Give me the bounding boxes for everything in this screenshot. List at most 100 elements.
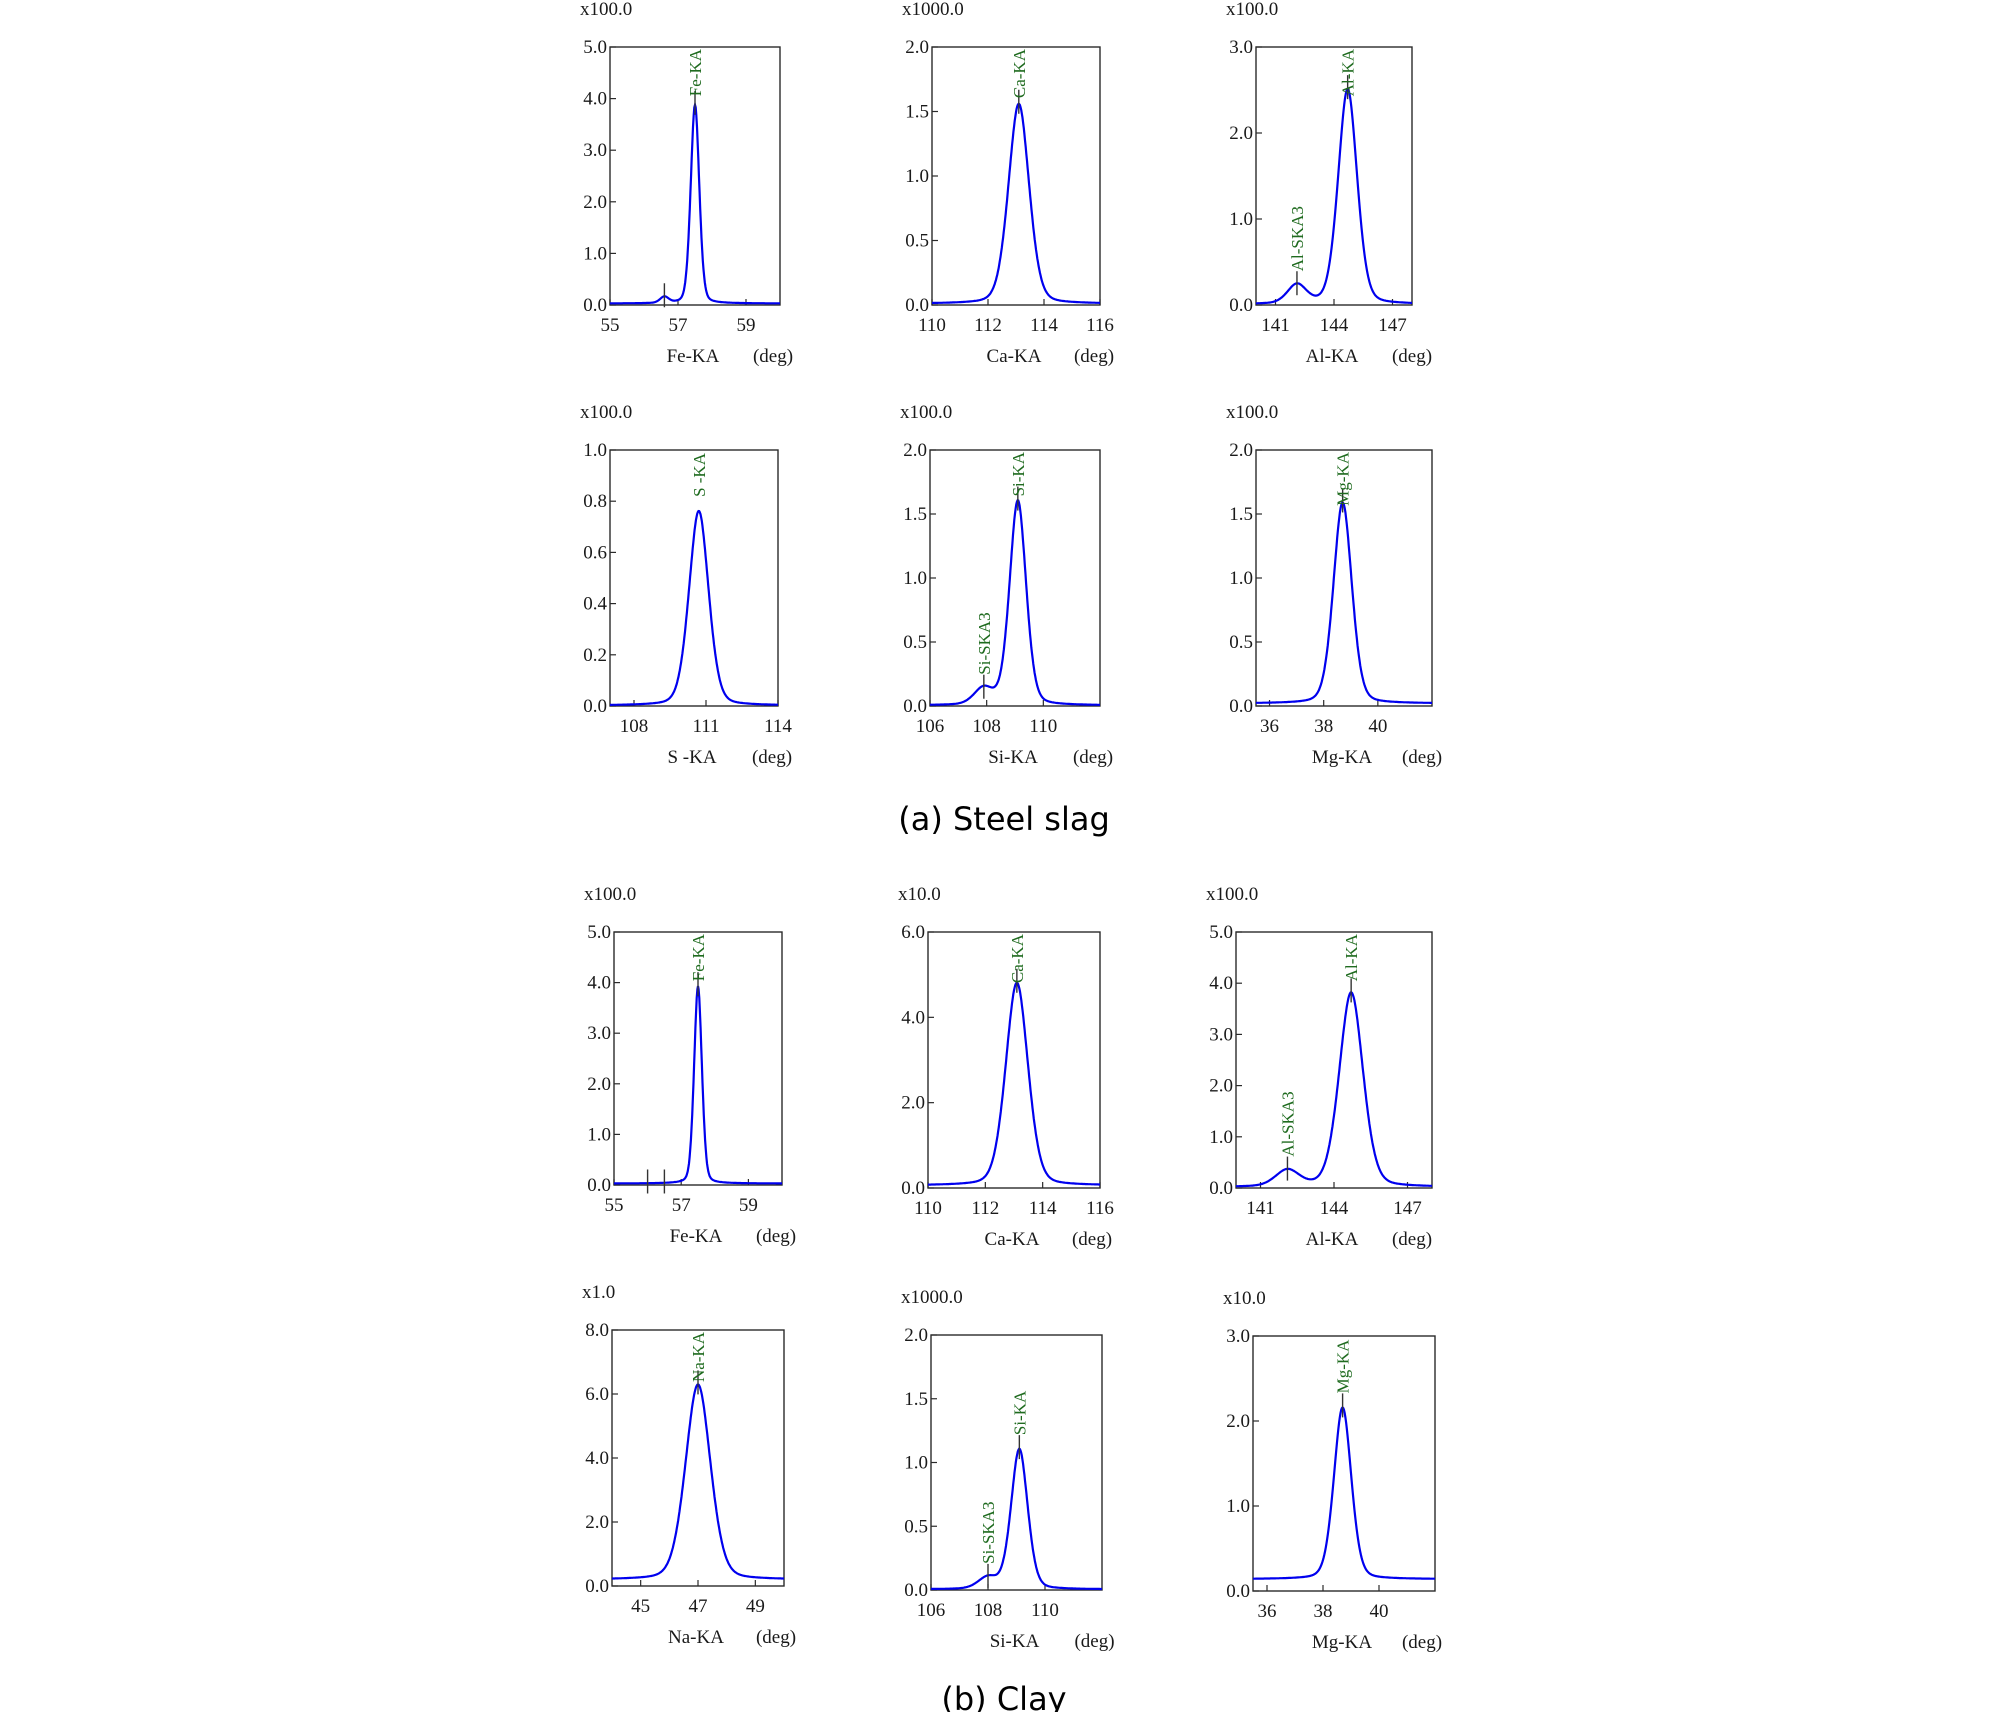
x-axis-label: Fe-KA bbox=[670, 1226, 723, 1247]
x-tick-label: 112 bbox=[974, 315, 1002, 336]
x-tick-label: 106 bbox=[917, 1600, 946, 1621]
peak-label: Mg-KA bbox=[1334, 1339, 1353, 1394]
x-tick-label: 57 bbox=[672, 1195, 691, 1216]
chart-panel-a-mg-ka: x100.0 0.0 0.5 1.0 1.5 2.0 36 38 40 Mg-KA (deg) Mg-… bbox=[1226, 402, 1442, 768]
y-tick-label: 2.0 bbox=[903, 440, 927, 461]
y-scale-label: x1.0 bbox=[582, 1282, 615, 1303]
peak-label: Fe-KA bbox=[686, 48, 705, 96]
x-tick-label: 110 bbox=[1029, 716, 1057, 737]
x-tick-label: 106 bbox=[916, 716, 945, 737]
y-tick-label: 1.0 bbox=[583, 243, 607, 264]
x-tick-label: 55 bbox=[601, 315, 620, 336]
y-tick-label: 1.0 bbox=[1229, 209, 1253, 230]
x-tick-label: 36 bbox=[1258, 1601, 1277, 1622]
y-tick-label: 1.0 bbox=[903, 568, 927, 589]
plot-frame bbox=[613, 931, 783, 1186]
x-axis-label: Al-KA bbox=[1306, 346, 1359, 367]
x-tick-label: 108 bbox=[620, 716, 649, 737]
spectrum-line bbox=[930, 498, 1100, 706]
y-tick-label: 0.0 bbox=[585, 1576, 609, 1597]
x-tick-label: 141 bbox=[1246, 1198, 1275, 1219]
x-tick-label: 59 bbox=[739, 1195, 758, 1216]
y-tick-label: 0.0 bbox=[583, 696, 607, 717]
x-axis-label: Na-KA bbox=[668, 1627, 724, 1648]
y-tick-label: 4.0 bbox=[1209, 973, 1233, 994]
y-tick-label: 0.5 bbox=[1229, 632, 1253, 653]
x-tick-label: 111 bbox=[692, 716, 719, 737]
x-axis-label: Fe-KA bbox=[667, 346, 720, 367]
y-tick-label: 3.0 bbox=[1229, 37, 1253, 58]
peak-label: Mg-KA bbox=[1334, 451, 1353, 506]
spectrum-line bbox=[928, 981, 1100, 1186]
y-tick-label: 6.0 bbox=[585, 1384, 609, 1405]
y-tick-label: 2.0 bbox=[1229, 440, 1253, 461]
x-tick-label: 114 bbox=[1030, 315, 1058, 336]
x-axis-label: Mg-KA bbox=[1312, 747, 1372, 768]
x-tick-label: 144 bbox=[1320, 315, 1349, 336]
x-axis-unit: (deg) bbox=[1392, 346, 1432, 367]
chart-panel-a-fe-ka: x100.0 0.0 1.0 2.0 3.0 4.0 5.0 55 57 59 Fe-KA (deg)… bbox=[580, 0, 793, 367]
peak-label: Si-SKA3 bbox=[979, 1502, 998, 1564]
peak-label: Fe-KA bbox=[689, 933, 708, 981]
x-tick-label: 40 bbox=[1368, 716, 1387, 737]
x-axis-label: Si-KA bbox=[990, 1631, 1040, 1652]
y-scale-label: x100.0 bbox=[584, 884, 636, 905]
plot-frame bbox=[609, 46, 781, 306]
chart-panel-a-ca-ka: x1000.0 0.0 0.5 1.0 1.5 2.0 110 112 114 116 Ca-KA (… bbox=[902, 0, 1114, 367]
peak-label: Al-SKA3 bbox=[1288, 206, 1307, 271]
y-tick-label: 2.0 bbox=[901, 1093, 925, 1114]
y-scale-label: x100.0 bbox=[580, 0, 632, 20]
caption-clay: (b) Clay bbox=[941, 1680, 1066, 1712]
y-scale-label: x100.0 bbox=[1206, 884, 1258, 905]
x-tick-label: 110 bbox=[1031, 1600, 1059, 1621]
y-scale-label: x100.0 bbox=[1226, 402, 1278, 423]
x-axis-unit: (deg) bbox=[1074, 346, 1114, 367]
x-tick-label: 110 bbox=[914, 1198, 942, 1219]
x-tick-label: 59 bbox=[737, 315, 756, 336]
x-axis-unit: (deg) bbox=[1074, 1631, 1114, 1652]
x-tick-label: 36 bbox=[1260, 716, 1279, 737]
x-tick-label: 116 bbox=[1086, 1198, 1114, 1219]
chart-panel-a-si-ka: x100.0 0.0 0.5 1.0 1.5 2.0 106 108 110 Si-KA (deg)… bbox=[900, 402, 1113, 768]
y-tick-label: 1.0 bbox=[1226, 1496, 1250, 1517]
y-scale-label: x10.0 bbox=[898, 884, 941, 905]
x-tick-label: 108 bbox=[974, 1600, 1003, 1621]
y-tick-label: 1.0 bbox=[583, 440, 607, 461]
x-tick-label: 114 bbox=[1029, 1198, 1057, 1219]
x-axis-unit: (deg) bbox=[1402, 747, 1442, 768]
x-tick-label: 38 bbox=[1314, 716, 1333, 737]
x-tick-label: 116 bbox=[1086, 315, 1114, 336]
y-tick-label: 1.5 bbox=[904, 1389, 928, 1410]
y-tick-label: 0.0 bbox=[1226, 1581, 1250, 1602]
y-tick-label: 0.0 bbox=[1229, 295, 1253, 316]
y-tick-label: 0.8 bbox=[583, 491, 607, 512]
y-tick-label: 0.0 bbox=[903, 696, 927, 717]
y-tick-label: 1.0 bbox=[904, 1453, 928, 1474]
x-axis-label: S -KA bbox=[667, 747, 716, 768]
y-tick-label: 2.0 bbox=[1229, 123, 1253, 144]
peak-label: Si-KA bbox=[1009, 451, 1028, 496]
x-axis-label: Al-KA bbox=[1306, 1229, 1359, 1250]
peak-label: Al-KA bbox=[1342, 933, 1361, 981]
x-tick-label: 45 bbox=[631, 1596, 650, 1617]
spectrum-line bbox=[1253, 1405, 1435, 1580]
y-tick-label: 0.5 bbox=[904, 1516, 928, 1537]
y-tick-label: 0.0 bbox=[587, 1175, 611, 1196]
x-axis-label: Mg-KA bbox=[1312, 1632, 1372, 1653]
peak-label: Si-KA bbox=[1010, 1390, 1029, 1435]
x-axis-label: Si-KA bbox=[988, 747, 1038, 768]
y-tick-label: 4.0 bbox=[583, 89, 607, 110]
y-tick-label: 2.0 bbox=[583, 192, 607, 213]
y-tick-label: 3.0 bbox=[1209, 1024, 1233, 1045]
x-tick-label: 55 bbox=[605, 1195, 624, 1216]
x-tick-label: 38 bbox=[1314, 1601, 1333, 1622]
spectrum-line bbox=[610, 509, 778, 706]
y-tick-label: 1.5 bbox=[905, 102, 929, 123]
peak-label: Al-SKA3 bbox=[1278, 1091, 1297, 1156]
y-tick-label: 1.5 bbox=[1229, 504, 1253, 525]
y-scale-label: x100.0 bbox=[1226, 0, 1278, 20]
y-tick-label: 0.0 bbox=[1229, 696, 1253, 717]
x-tick-label: 144 bbox=[1320, 1198, 1349, 1219]
y-scale-label: x1000.0 bbox=[901, 1287, 963, 1308]
